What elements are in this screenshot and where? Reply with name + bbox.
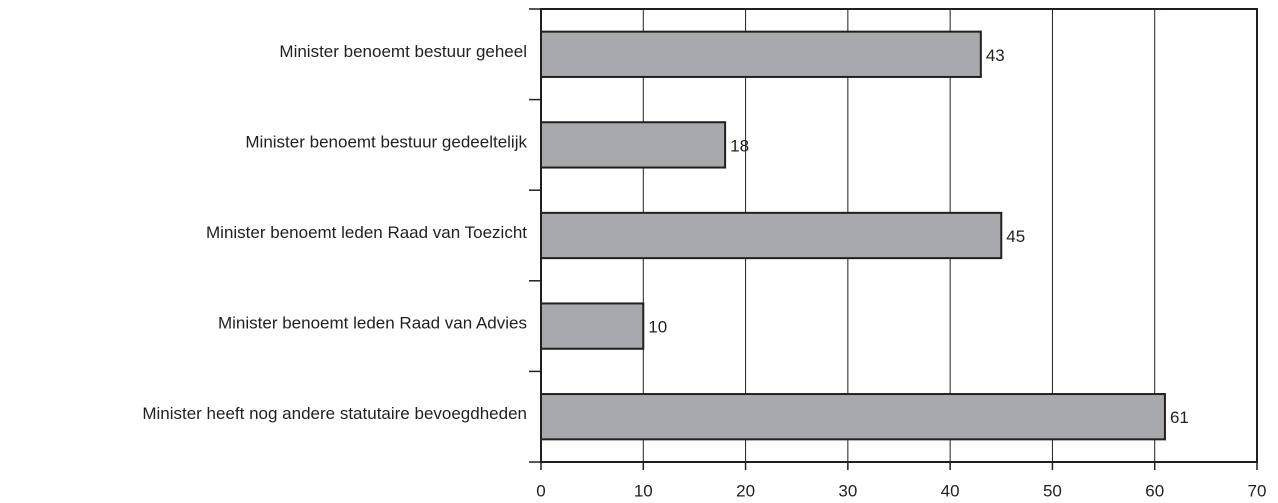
value-label: 61 [1170,408,1189,427]
x-tick-label: 70 [1248,481,1267,500]
value-label: 43 [986,46,1005,65]
x-tick-label: 50 [1043,481,1062,500]
y-tick-label: Minister heeft nog andere statutaire bev… [142,404,527,423]
value-label: 18 [730,136,749,155]
bar [540,30,982,78]
value-label: 10 [648,318,667,337]
x-tick-label: 40 [941,481,960,500]
bar [540,393,1166,441]
value-label: 45 [1006,227,1025,246]
y-tick-label: Minister benoemt leden Raad van Toezicht [206,223,527,242]
y-tick-label: Minister benoemt bestuur gedeeltelijk [245,132,527,151]
x-tick-label: 30 [838,481,857,500]
y-tick-label: Minister benoemt leden Raad van Advies [218,314,527,333]
x-tick-label: 10 [634,481,653,500]
y-tick-label: Minister benoemt bestuur geheel [279,42,527,61]
x-tick-label: 20 [736,481,755,500]
bar [540,302,645,350]
bar [540,121,727,169]
x-tick-label: 60 [1145,481,1164,500]
bar [540,211,1003,260]
x-tick-label: 0 [536,481,545,500]
